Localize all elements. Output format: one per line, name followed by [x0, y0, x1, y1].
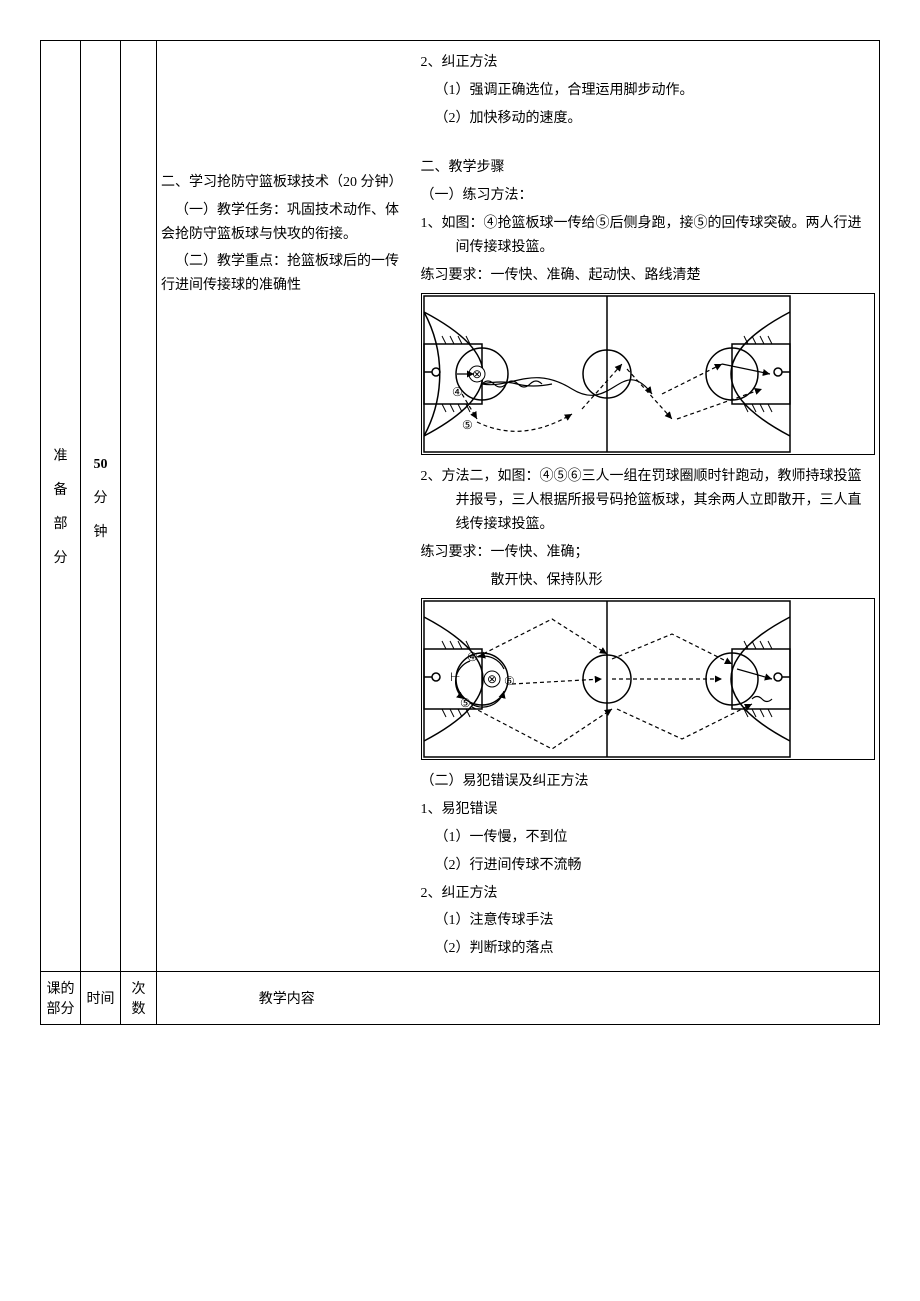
char: 备 — [45, 479, 76, 499]
method-block: 2、纠正方法 （1）强调正确选位，合理运用脚步动作。 （2）加快移动的速度。 二… — [421, 51, 876, 961]
svg-text:④: ④ — [452, 385, 463, 399]
header-content: 教学内容 — [157, 971, 417, 1024]
section-label: 准 备 部 分 — [45, 445, 76, 567]
correction-item: （2）加快移动的速度。 — [421, 107, 876, 131]
practice-label: （一）练习方法： — [421, 184, 876, 208]
svg-text:⊗: ⊗ — [487, 672, 497, 686]
correction-item: （1）注意传球手法 — [421, 909, 876, 933]
time-value: 50 — [85, 457, 116, 473]
char: 部 — [45, 513, 76, 533]
char: 分 — [85, 487, 116, 507]
header-part: 课的部分 — [41, 971, 81, 1024]
errors-sub1: 1、易犯错误 — [421, 798, 876, 822]
teaching-content: 二、学习抢防守篮板球技术（20 分钟） （一）教学任务：巩固技术动作、体会抢防守… — [161, 47, 413, 298]
method2-requirement-1: 练习要求：一传快、准确； — [421, 541, 876, 565]
method2-requirement-2: 散开快、保持队形 — [421, 569, 876, 593]
steps-heading: 二、教学步骤 — [421, 156, 876, 180]
header-method-empty — [417, 971, 880, 1024]
label: （一）教学任务： — [175, 203, 287, 218]
count-cell — [121, 41, 157, 972]
header-count: 次数 — [121, 971, 157, 1024]
errors-sub2: 2、纠正方法 — [421, 882, 876, 906]
header-time: 时间 — [81, 971, 121, 1024]
content-heading: 二、学习抢防守篮板球技术（20 分钟） — [161, 171, 413, 195]
correction-item: （1）强调正确选位，合理运用脚步动作。 — [421, 79, 876, 103]
label: （二）教学重点： — [175, 254, 287, 269]
method2-intro: 2、方法二，如图：④⑤⑥三人一组在罚球圈顺时针跑动，教师持球投篮并报号，三人根据… — [421, 465, 876, 536]
svg-text:⑥: ⑥ — [504, 674, 515, 688]
char: 分 — [45, 547, 76, 567]
method1-intro: 1、如图：④抢篮板球一传给⑤后侧身跑，接⑤的回传球突破。两人行进间传接球投篮。 — [421, 212, 876, 260]
error-item: （1）一传慢，不到位 — [421, 826, 876, 850]
content-task: （一）教学任务：巩固技术动作、体会抢防守篮板球与快攻的衔接。 — [161, 199, 413, 247]
svg-text:⑤: ⑤ — [462, 418, 473, 432]
method1-requirement: 练习要求：一传快、准确、起动快、路线清楚 — [421, 264, 876, 288]
svg-text:⑤: ⑤ — [460, 696, 471, 710]
court-diagram-1: ⊗ ④ ⑤ — [421, 293, 876, 455]
correction-item: （2）判断球的落点 — [421, 937, 876, 961]
char: 准 — [45, 445, 76, 465]
content-focus: （二）教学重点：抢篮板球后的一传行进间传接球的准确性 — [161, 250, 413, 298]
errors-heading: （二）易犯错误及纠正方法 — [421, 770, 876, 794]
char: 钟 — [85, 521, 116, 541]
error-item: （2）行进间传球不流畅 — [421, 854, 876, 878]
court-diagram-2: ⊗ ④ ⑤ ⑥ ⊢ — [421, 598, 876, 760]
correction-heading: 2、纠正方法 — [421, 51, 876, 75]
time-unit: 分 钟 — [85, 487, 116, 541]
